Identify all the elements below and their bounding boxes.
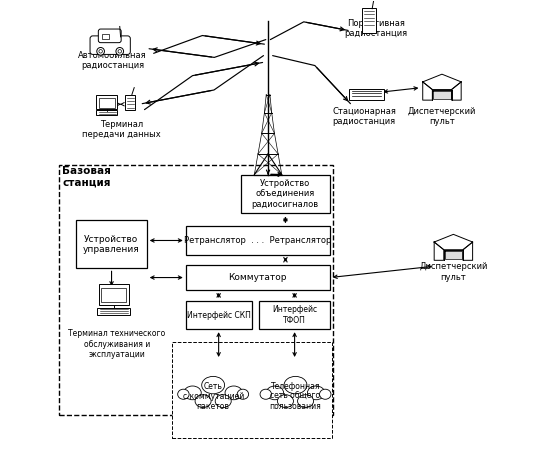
Bar (125, 95, 135, 110)
Ellipse shape (284, 376, 307, 394)
Bar (99, 98, 115, 108)
Circle shape (97, 47, 105, 55)
Polygon shape (463, 242, 472, 260)
Bar (97, 110, 117, 115)
Text: Диспетчерский
пульт: Диспетчерский пульт (408, 107, 476, 126)
Bar (102, 288, 126, 302)
Bar (99, 284, 129, 305)
Text: Сеть
с коммутацией
пакетов: Сеть с коммутацией пакетов (183, 381, 244, 411)
Bar (97, 308, 130, 315)
Text: Терминал
передачи данных: Терминал передачи данных (82, 120, 161, 139)
Circle shape (99, 50, 102, 53)
Circle shape (116, 47, 124, 55)
Text: Базовая
станция: Базовая станция (62, 166, 111, 188)
Polygon shape (434, 235, 472, 250)
Polygon shape (434, 242, 444, 260)
FancyBboxPatch shape (98, 29, 121, 43)
Bar (362, 7, 376, 33)
Ellipse shape (297, 395, 314, 408)
Bar (97, 95, 117, 109)
Bar (240, 174, 330, 213)
Ellipse shape (178, 389, 189, 399)
FancyBboxPatch shape (90, 36, 130, 55)
Bar (102, 34, 109, 39)
Text: Телефонная
сеть общего
пользования: Телефонная сеть общего пользования (269, 381, 321, 411)
Text: Коммутатор: Коммутатор (229, 273, 287, 282)
Ellipse shape (237, 389, 249, 399)
Bar (186, 265, 330, 290)
Bar (59, 165, 334, 415)
Ellipse shape (307, 386, 325, 400)
Bar (186, 226, 330, 255)
Polygon shape (445, 251, 462, 259)
Circle shape (118, 50, 121, 53)
Bar (349, 89, 383, 100)
Ellipse shape (225, 386, 243, 400)
Bar (76, 220, 147, 269)
Bar (259, 301, 330, 329)
Text: Терминал технического
обслуживания и
эксплуатации: Терминал технического обслуживания и экс… (68, 329, 165, 359)
Ellipse shape (320, 389, 331, 399)
Text: Устройство
управления: Устройство управления (83, 235, 140, 254)
Ellipse shape (277, 395, 293, 408)
Ellipse shape (260, 389, 272, 399)
Ellipse shape (184, 386, 201, 400)
Polygon shape (423, 82, 432, 100)
Text: Диспетчерский
пульт: Диспетчерский пульт (419, 263, 487, 282)
Ellipse shape (215, 395, 231, 408)
Polygon shape (433, 90, 451, 99)
Bar (172, 341, 332, 438)
Text: Интерфейс
ТФОП: Интерфейс ТФОП (272, 305, 317, 325)
Bar (186, 301, 252, 329)
Text: Ретранслятор  . . .  Ретранслятор: Ретранслятор . . . Ретранслятор (184, 236, 331, 245)
Polygon shape (452, 82, 461, 100)
Text: Портативная
радиостанция: Портативная радиостанция (344, 19, 407, 39)
Text: Автомобильная
радиостанция: Автомобильная радиостанция (78, 51, 147, 70)
Polygon shape (423, 74, 461, 90)
Text: Интерфейс СКП: Интерфейс СКП (187, 311, 251, 319)
Ellipse shape (195, 395, 211, 408)
Text: Стационарная
радиостанция: Стационарная радиостанция (332, 107, 396, 126)
Ellipse shape (202, 376, 225, 394)
Ellipse shape (266, 386, 283, 400)
Text: Устройство
объединения
радиосигналов: Устройство объединения радиосигналов (252, 179, 319, 209)
